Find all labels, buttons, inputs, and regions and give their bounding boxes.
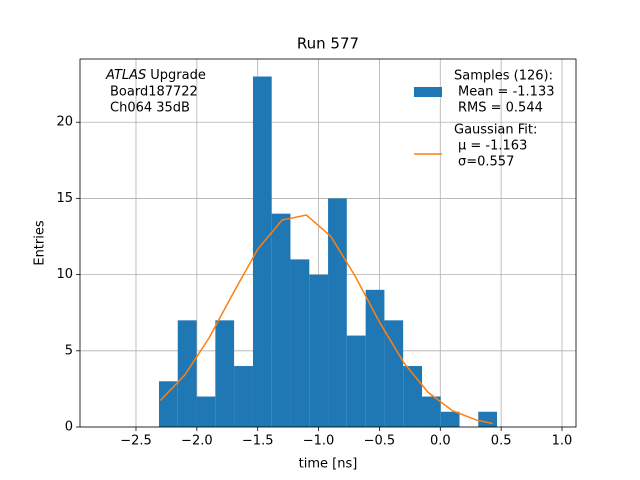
bar [215,320,235,427]
bar [403,366,423,427]
x-tick-label: 1.0 [552,434,573,449]
bar [290,259,310,427]
bar [309,274,329,427]
x-tick-label: −0.5 [364,434,396,449]
x-tick-label: 0.0 [430,434,451,449]
bar [177,320,197,427]
annotation-line: Board187722 [110,85,198,100]
legend-label: RMS = 0.544 [458,101,543,116]
bar [271,213,291,427]
bar [252,76,272,428]
bar [328,198,347,427]
x-tick-label: −1.5 [242,434,274,449]
bar [196,396,216,427]
x-tick-label: −2.0 [181,434,213,449]
bar [422,396,441,427]
bar [384,320,404,427]
y-tick-label: 0 [65,420,73,435]
legend-label: Mean = -1.133 [458,85,554,100]
fit-line [159,214,493,425]
x-tick-label: −1.0 [303,434,335,449]
legend-label: Gaussian Fit: [454,123,537,138]
x-tick-label: 0.5 [491,434,512,449]
annotation-line: Ch064 35dB [110,101,190,116]
chart-title: Run 577 [297,35,359,53]
y-tick-label: 15 [56,191,73,206]
bar [478,411,498,427]
annotation: ATLAS Upgrade [105,68,206,83]
bar [234,366,253,427]
bar [158,381,178,427]
y-tick-label: 10 [56,267,73,282]
y-tick-label: 20 [56,115,73,130]
x-tick-label: −2.5 [120,434,152,449]
bar [440,411,460,427]
annotation-text: Upgrade [150,68,206,83]
legend-swatch [414,87,442,97]
annotation-emphasis: ATLAS [105,68,146,83]
legend-label: Samples (126): [454,69,553,84]
axes-frame [79,58,577,428]
bar [346,335,366,427]
y-axis-label: Entries [33,220,48,266]
legend-label: μ = -1.163 [458,139,527,154]
bar [365,289,385,427]
x-axis-label: time [ns] [299,457,358,472]
legend-label: σ=0.557 [458,155,514,170]
y-tick-label: 5 [65,343,73,358]
